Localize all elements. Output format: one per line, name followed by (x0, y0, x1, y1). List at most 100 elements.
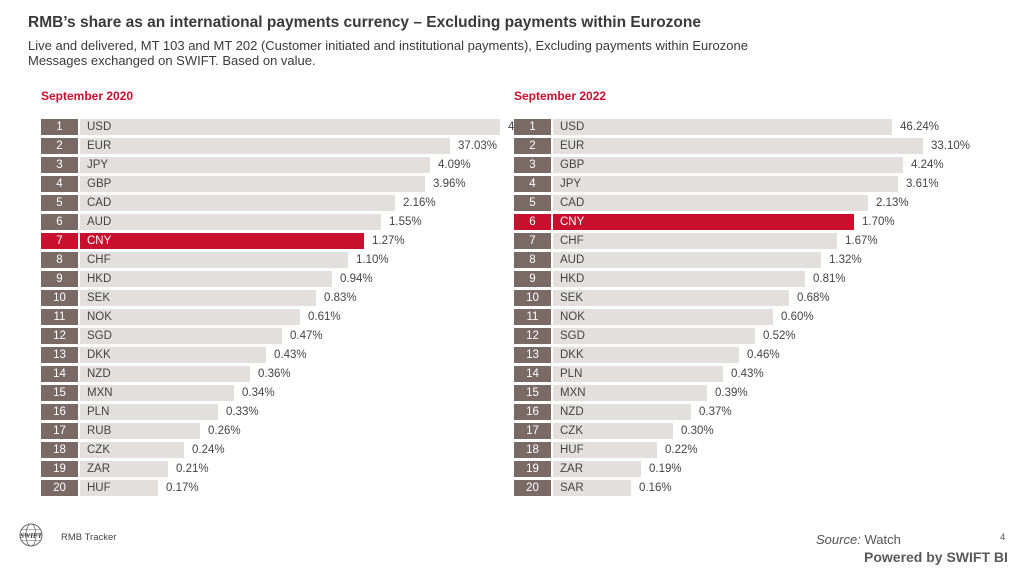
value-label: 33.10% (931, 140, 971, 152)
category-label: DKK (560, 349, 584, 361)
value-label: 0.68% (797, 292, 830, 304)
category-label: CHF (87, 254, 111, 266)
rank-label: 14 (514, 366, 551, 382)
rank-label: 1 (514, 119, 551, 135)
bar (553, 252, 821, 268)
value-label: 0.81% (813, 273, 846, 285)
bar (80, 233, 364, 249)
bar-row-rub: 17 RUB 0.26% (41, 423, 501, 439)
bar-row-jpy: 4 JPY 3.61% (514, 176, 974, 192)
bar-row-aud: 8 AUD 1.32% (514, 252, 974, 268)
rank-label: 4 (514, 176, 551, 192)
source-separator: : (857, 532, 861, 547)
bar-row-gbp: 3 GBP 4.24% (514, 157, 974, 173)
bar (80, 442, 184, 458)
rank-label: 10 (514, 290, 551, 306)
value-label: 0.43% (731, 368, 764, 380)
page-title: RMB’s share as an international payments… (28, 14, 701, 31)
bar (553, 366, 723, 382)
category-label: ZAR (87, 463, 110, 475)
rank-label: 17 (41, 423, 78, 439)
bar (80, 328, 282, 344)
bar-row-czk: 17 CZK 0.30% (514, 423, 974, 439)
page-number: 4 (1000, 532, 1006, 543)
rank-label: 5 (514, 195, 551, 211)
bar (553, 385, 707, 401)
bar-row-hkd: 9 HKD 0.94% (41, 271, 501, 287)
bar (553, 404, 691, 420)
bar (553, 328, 755, 344)
value-label: 0.37% (699, 406, 732, 418)
bar-row-jpy: 3 JPY 4.09% (41, 157, 501, 173)
bar-row-cny: 6 CNY 1.70% (514, 214, 974, 230)
bar-row-huf: 20 HUF 0.17% (41, 480, 501, 496)
value-label: 3.61% (906, 178, 939, 190)
rank-label: 6 (514, 214, 551, 230)
category-label: NOK (560, 311, 585, 323)
rank-label: 20 (41, 480, 78, 496)
rank-label: 4 (41, 176, 78, 192)
rank-label: 11 (41, 309, 78, 325)
category-label: HUF (560, 444, 584, 456)
bar (80, 290, 316, 306)
value-label: 0.52% (763, 330, 796, 342)
category-label: PLN (560, 368, 583, 380)
bar (553, 195, 868, 211)
value-label: 37.03% (458, 140, 498, 152)
value-label: 0.21% (176, 463, 209, 475)
category-label: EUR (560, 140, 585, 152)
category-label: AUD (87, 216, 112, 228)
rank-label: 19 (41, 461, 78, 477)
category-label: GBP (560, 159, 585, 171)
bar (553, 233, 837, 249)
bar (80, 252, 348, 268)
bar (80, 309, 300, 325)
value-label: 0.34% (242, 387, 275, 399)
bar (553, 347, 739, 363)
rank-label: 10 (41, 290, 78, 306)
bar-row-aud: 6 AUD 1.55% (41, 214, 501, 230)
bar (553, 176, 898, 192)
category-label: MXN (87, 387, 113, 399)
bar-row-sgd: 12 SGD 0.47% (41, 328, 501, 344)
category-label: GBP (87, 178, 112, 190)
bar (553, 138, 923, 154)
bar-row-zar: 19 ZAR 0.21% (41, 461, 501, 477)
bar (553, 119, 892, 135)
value-label: 0.39% (715, 387, 748, 399)
value-label: 0.60% (781, 311, 814, 323)
bar (80, 271, 332, 287)
bar-row-dkk: 13 DKK 0.46% (514, 347, 974, 363)
bar (80, 157, 430, 173)
bar (80, 461, 168, 477)
value-label: 0.17% (166, 482, 199, 494)
rank-label: 6 (41, 214, 78, 230)
source-value: Watch (860, 532, 901, 547)
category-label: MXN (560, 387, 586, 399)
value-label: 1.70% (862, 216, 895, 228)
bar (80, 195, 395, 211)
value-label: 1.10% (356, 254, 389, 266)
category-label: DKK (87, 349, 111, 361)
category-label: JPY (87, 159, 109, 171)
bar-row-sek: 10 SEK 0.83% (41, 290, 501, 306)
category-label: JPY (560, 178, 582, 190)
bar (80, 214, 381, 230)
rank-label: 17 (514, 423, 551, 439)
source-label: Source (816, 532, 858, 547)
category-label: NZD (87, 368, 111, 380)
bar-row-mxn: 15 MXN 0.34% (41, 385, 501, 401)
value-label: 0.36% (258, 368, 291, 380)
chart-september-2020: September 2020 1USD42.79%2EUR37.03%3JPY4… (41, 88, 547, 503)
swift-logo-text: SWIFT (20, 532, 43, 540)
bar-row-gbp: 4 GBP 3.96% (41, 176, 501, 192)
bar-row-usd: 1 USD 46.24% (514, 119, 974, 135)
rank-label: 20 (514, 480, 551, 496)
rank-label: 15 (41, 385, 78, 401)
bar (80, 404, 218, 420)
value-label: 1.55% (389, 216, 422, 228)
value-label: 0.43% (274, 349, 307, 361)
category-label: CAD (87, 197, 112, 209)
rank-label: 2 (41, 138, 78, 154)
bar-row-cad: 5 CAD 2.16% (41, 195, 501, 211)
